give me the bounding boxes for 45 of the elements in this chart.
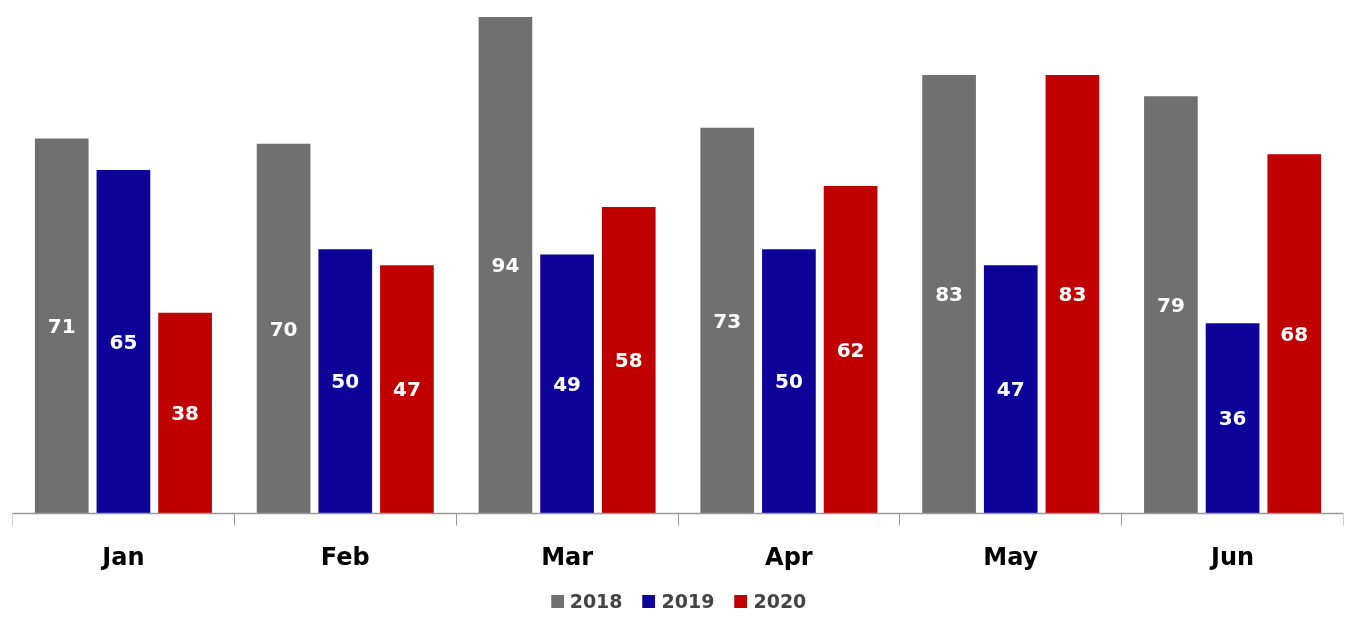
bar <box>318 249 373 514</box>
x-tick-label: Jan <box>100 543 145 572</box>
x-tick-label: Jun <box>1209 543 1255 572</box>
x-tick-label: May <box>983 543 1039 572</box>
data-label: 71 <box>47 313 76 338</box>
data-label: 49 <box>553 371 582 396</box>
bar <box>700 127 755 514</box>
bar <box>1267 154 1322 514</box>
bar <box>478 16 533 514</box>
data-label: 94 <box>491 253 520 278</box>
bar <box>1144 96 1198 514</box>
legend-label: 2020 <box>753 590 807 612</box>
data-label: 47 <box>393 377 421 402</box>
data-label: 62 <box>836 337 865 362</box>
bar <box>96 170 151 514</box>
bar <box>1205 323 1260 514</box>
data-label: 83 <box>935 282 964 307</box>
bar <box>158 312 212 514</box>
data-label: 58 <box>614 348 643 373</box>
x-tick-label: Mar <box>541 543 594 572</box>
bar <box>983 265 1038 514</box>
data-label: 65 <box>109 329 138 354</box>
bar <box>1045 75 1100 514</box>
data-label: 50 <box>331 369 360 394</box>
bar <box>256 143 311 514</box>
data-label: 68 <box>1280 321 1309 346</box>
bar <box>540 254 594 514</box>
data-label: 36 <box>1218 406 1247 431</box>
legend-label: 2019 <box>661 590 715 612</box>
bar <box>922 75 976 514</box>
x-tick-label: Apr <box>765 543 813 572</box>
data-label: 73 <box>713 308 742 333</box>
bar <box>823 185 878 514</box>
data-label: 70 <box>269 316 298 341</box>
legend-label: 2018 <box>569 590 623 612</box>
data-label: 47 <box>996 377 1025 402</box>
bar <box>762 249 816 514</box>
bar <box>601 207 656 514</box>
data-label: 38 <box>171 400 200 425</box>
bar <box>380 265 434 514</box>
data-label: 79 <box>1157 292 1185 317</box>
data-label: 50 <box>775 369 803 394</box>
data-label: 83 <box>1058 282 1087 307</box>
x-tick-label: Feb <box>320 543 370 572</box>
bar <box>34 138 89 514</box>
